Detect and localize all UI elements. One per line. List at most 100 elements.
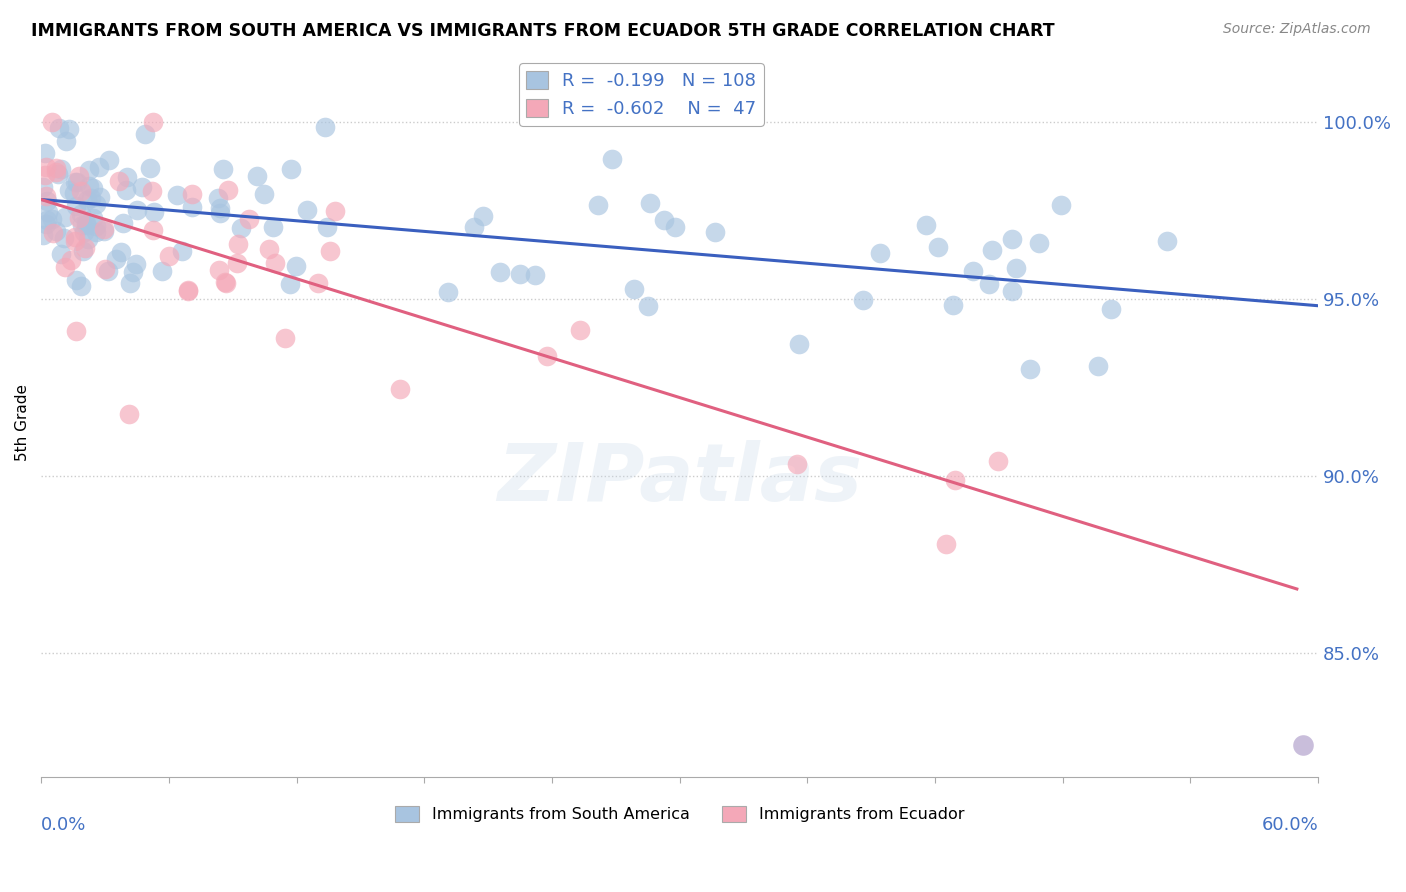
Point xyxy=(67,211,90,226)
Point xyxy=(32,180,55,194)
Point xyxy=(112,216,135,230)
Point xyxy=(118,276,141,290)
Point xyxy=(110,244,132,259)
Point xyxy=(93,224,115,238)
Point xyxy=(488,265,510,279)
Point xyxy=(48,121,70,136)
Point xyxy=(93,222,115,236)
Point xyxy=(703,225,725,239)
Text: 60.0%: 60.0% xyxy=(1261,815,1319,833)
Point xyxy=(53,210,76,224)
Point xyxy=(125,202,148,217)
Point xyxy=(463,220,485,235)
Point xyxy=(786,457,808,471)
Point xyxy=(45,224,67,238)
Point xyxy=(41,114,63,128)
Point xyxy=(62,186,84,201)
Point xyxy=(98,153,121,168)
Point xyxy=(46,167,69,181)
Point xyxy=(35,194,58,208)
Point xyxy=(915,218,938,232)
Point xyxy=(927,240,949,254)
Point xyxy=(65,199,87,213)
Point xyxy=(217,183,239,197)
Point xyxy=(73,225,96,239)
Point xyxy=(471,209,494,223)
Text: 0.0%: 0.0% xyxy=(41,815,87,833)
Point xyxy=(79,163,101,178)
Point xyxy=(314,120,336,135)
Point xyxy=(229,221,252,235)
Point xyxy=(34,168,56,182)
Point xyxy=(69,184,91,198)
Point xyxy=(49,161,72,176)
Point xyxy=(536,349,558,363)
Point xyxy=(170,244,193,258)
Point xyxy=(225,256,247,270)
Point xyxy=(323,203,346,218)
Point xyxy=(569,323,592,337)
Point xyxy=(787,336,810,351)
Y-axis label: 5th Grade: 5th Grade xyxy=(15,384,30,461)
Point xyxy=(285,259,308,273)
Point xyxy=(49,246,72,260)
Point xyxy=(623,282,645,296)
Point xyxy=(1001,285,1024,299)
Point xyxy=(75,241,97,255)
Point xyxy=(45,161,67,175)
Point xyxy=(316,220,339,235)
Point xyxy=(262,220,284,235)
Point xyxy=(34,146,56,161)
Point xyxy=(65,273,87,287)
Point xyxy=(41,211,63,226)
Point xyxy=(76,193,98,207)
Text: Source: ZipAtlas.com: Source: ZipAtlas.com xyxy=(1223,22,1371,37)
Point xyxy=(238,211,260,226)
Point xyxy=(215,276,238,290)
Point xyxy=(600,153,623,167)
Point xyxy=(86,196,108,211)
Point xyxy=(37,205,59,219)
Point xyxy=(142,114,165,128)
Point xyxy=(436,285,458,299)
Point xyxy=(141,184,163,198)
Point xyxy=(84,219,107,233)
Point xyxy=(32,227,55,242)
Point xyxy=(107,174,129,188)
Point xyxy=(307,276,329,290)
Point xyxy=(214,275,236,289)
Point xyxy=(80,191,103,205)
Point xyxy=(1005,260,1028,275)
Point xyxy=(66,175,89,189)
Point xyxy=(134,127,156,141)
Point xyxy=(142,222,165,236)
Point xyxy=(115,169,138,184)
Point xyxy=(943,473,966,487)
Point xyxy=(181,187,204,202)
Point xyxy=(977,277,1000,291)
Point xyxy=(87,161,110,175)
Point xyxy=(70,219,93,233)
Point xyxy=(208,206,231,220)
Point xyxy=(852,293,875,307)
Point xyxy=(69,278,91,293)
Point xyxy=(82,211,104,226)
Point xyxy=(97,264,120,278)
Point xyxy=(180,200,202,214)
Point xyxy=(63,234,86,248)
Point xyxy=(209,201,232,215)
Point xyxy=(60,252,83,267)
Point xyxy=(1087,359,1109,374)
Point xyxy=(388,382,411,396)
Point xyxy=(157,249,180,263)
Point xyxy=(1028,235,1050,250)
Point xyxy=(274,331,297,345)
Point xyxy=(207,191,229,205)
Point xyxy=(226,236,249,251)
Point xyxy=(63,229,86,244)
Point xyxy=(1018,362,1040,376)
Point xyxy=(509,267,531,281)
Point xyxy=(86,225,108,239)
Point xyxy=(35,213,58,227)
Point xyxy=(1156,235,1178,249)
